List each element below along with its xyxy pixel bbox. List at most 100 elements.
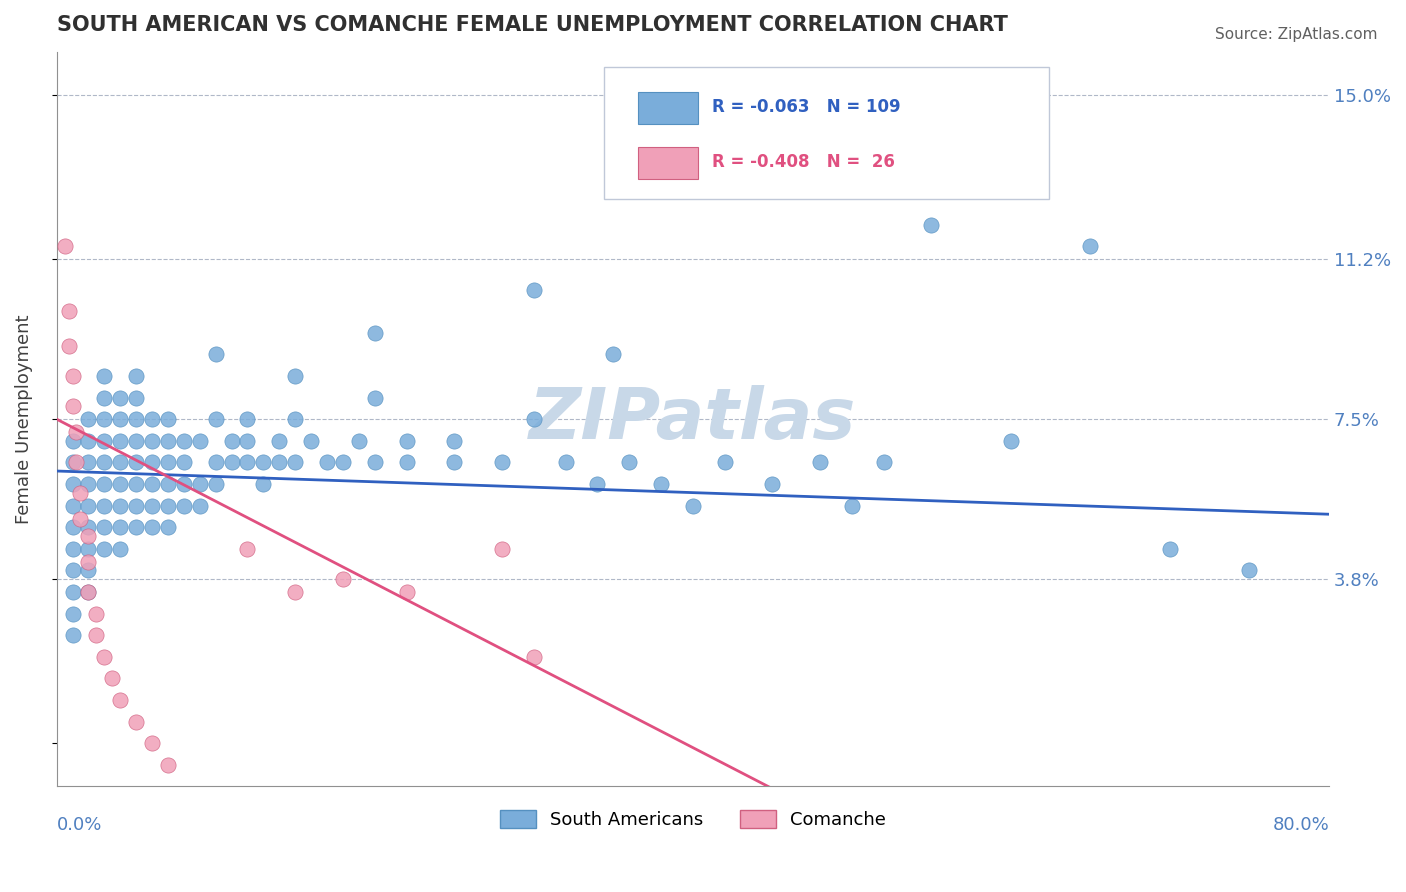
Point <box>808 455 831 469</box>
Point <box>93 649 115 664</box>
Point <box>156 434 179 448</box>
Point <box>125 714 148 729</box>
Point <box>682 499 704 513</box>
Point <box>125 391 148 405</box>
Point <box>125 368 148 383</box>
Point <box>65 425 87 439</box>
Point <box>873 455 896 469</box>
Point <box>77 477 100 491</box>
Point <box>491 455 513 469</box>
Point <box>77 499 100 513</box>
Point <box>173 477 195 491</box>
Point <box>173 499 195 513</box>
Point <box>284 368 307 383</box>
Point <box>62 541 84 556</box>
Point <box>62 607 84 621</box>
Point <box>93 477 115 491</box>
Point <box>236 541 259 556</box>
Point <box>110 434 132 448</box>
Point <box>77 555 100 569</box>
Point <box>110 455 132 469</box>
Point <box>188 434 211 448</box>
Point <box>299 434 322 448</box>
Point <box>110 412 132 426</box>
Point <box>332 572 354 586</box>
Point <box>62 399 84 413</box>
Point <box>364 391 387 405</box>
Point <box>125 499 148 513</box>
Point <box>58 304 80 318</box>
Point <box>236 434 259 448</box>
Point <box>93 455 115 469</box>
Point <box>221 455 243 469</box>
Point <box>173 455 195 469</box>
Point <box>156 455 179 469</box>
Point <box>53 239 76 253</box>
Point <box>1080 239 1102 253</box>
Point <box>93 541 115 556</box>
Point <box>156 520 179 534</box>
Point <box>284 412 307 426</box>
Point <box>602 347 624 361</box>
Point <box>65 455 87 469</box>
Point <box>269 434 291 448</box>
Point <box>62 520 84 534</box>
Text: ZIPatlas: ZIPatlas <box>529 384 856 454</box>
Point <box>443 434 465 448</box>
Point <box>204 347 226 361</box>
Point <box>77 585 100 599</box>
Point <box>86 607 108 621</box>
Point <box>395 434 418 448</box>
Point <box>77 412 100 426</box>
Point <box>62 455 84 469</box>
Point <box>395 455 418 469</box>
Point <box>491 541 513 556</box>
Point <box>554 455 576 469</box>
Point <box>443 455 465 469</box>
Text: R = -0.408   N =  26: R = -0.408 N = 26 <box>711 153 894 171</box>
Point <box>141 499 163 513</box>
Point <box>110 391 132 405</box>
Point <box>523 649 546 664</box>
Point <box>93 520 115 534</box>
Point <box>110 520 132 534</box>
Text: SOUTH AMERICAN VS COMANCHE FEMALE UNEMPLOYMENT CORRELATION CHART: SOUTH AMERICAN VS COMANCHE FEMALE UNEMPL… <box>56 15 1008 35</box>
Point <box>523 283 546 297</box>
Point <box>77 563 100 577</box>
Point <box>141 477 163 491</box>
Legend: South Americans, Comanche: South Americans, Comanche <box>492 803 893 836</box>
Point <box>347 434 370 448</box>
Point <box>93 434 115 448</box>
Point <box>110 477 132 491</box>
Point <box>1000 434 1022 448</box>
Point <box>156 412 179 426</box>
Point <box>1159 541 1181 556</box>
Point <box>77 520 100 534</box>
Point <box>77 434 100 448</box>
Point <box>332 455 354 469</box>
Point <box>125 520 148 534</box>
Point <box>93 412 115 426</box>
Point <box>252 455 274 469</box>
Text: R = -0.063   N = 109: R = -0.063 N = 109 <box>711 98 900 116</box>
Point <box>221 434 243 448</box>
Point <box>93 368 115 383</box>
FancyBboxPatch shape <box>638 92 697 124</box>
Point <box>173 434 195 448</box>
Text: 80.0%: 80.0% <box>1272 816 1329 834</box>
Point <box>156 757 179 772</box>
Point <box>141 412 163 426</box>
FancyBboxPatch shape <box>603 67 1049 199</box>
Point <box>141 434 163 448</box>
Point <box>77 541 100 556</box>
Point <box>284 585 307 599</box>
Point <box>156 477 179 491</box>
Point <box>125 477 148 491</box>
Point <box>141 520 163 534</box>
FancyBboxPatch shape <box>638 146 697 179</box>
Point <box>125 412 148 426</box>
Point <box>364 455 387 469</box>
Point <box>62 368 84 383</box>
Point <box>77 529 100 543</box>
Point <box>204 455 226 469</box>
